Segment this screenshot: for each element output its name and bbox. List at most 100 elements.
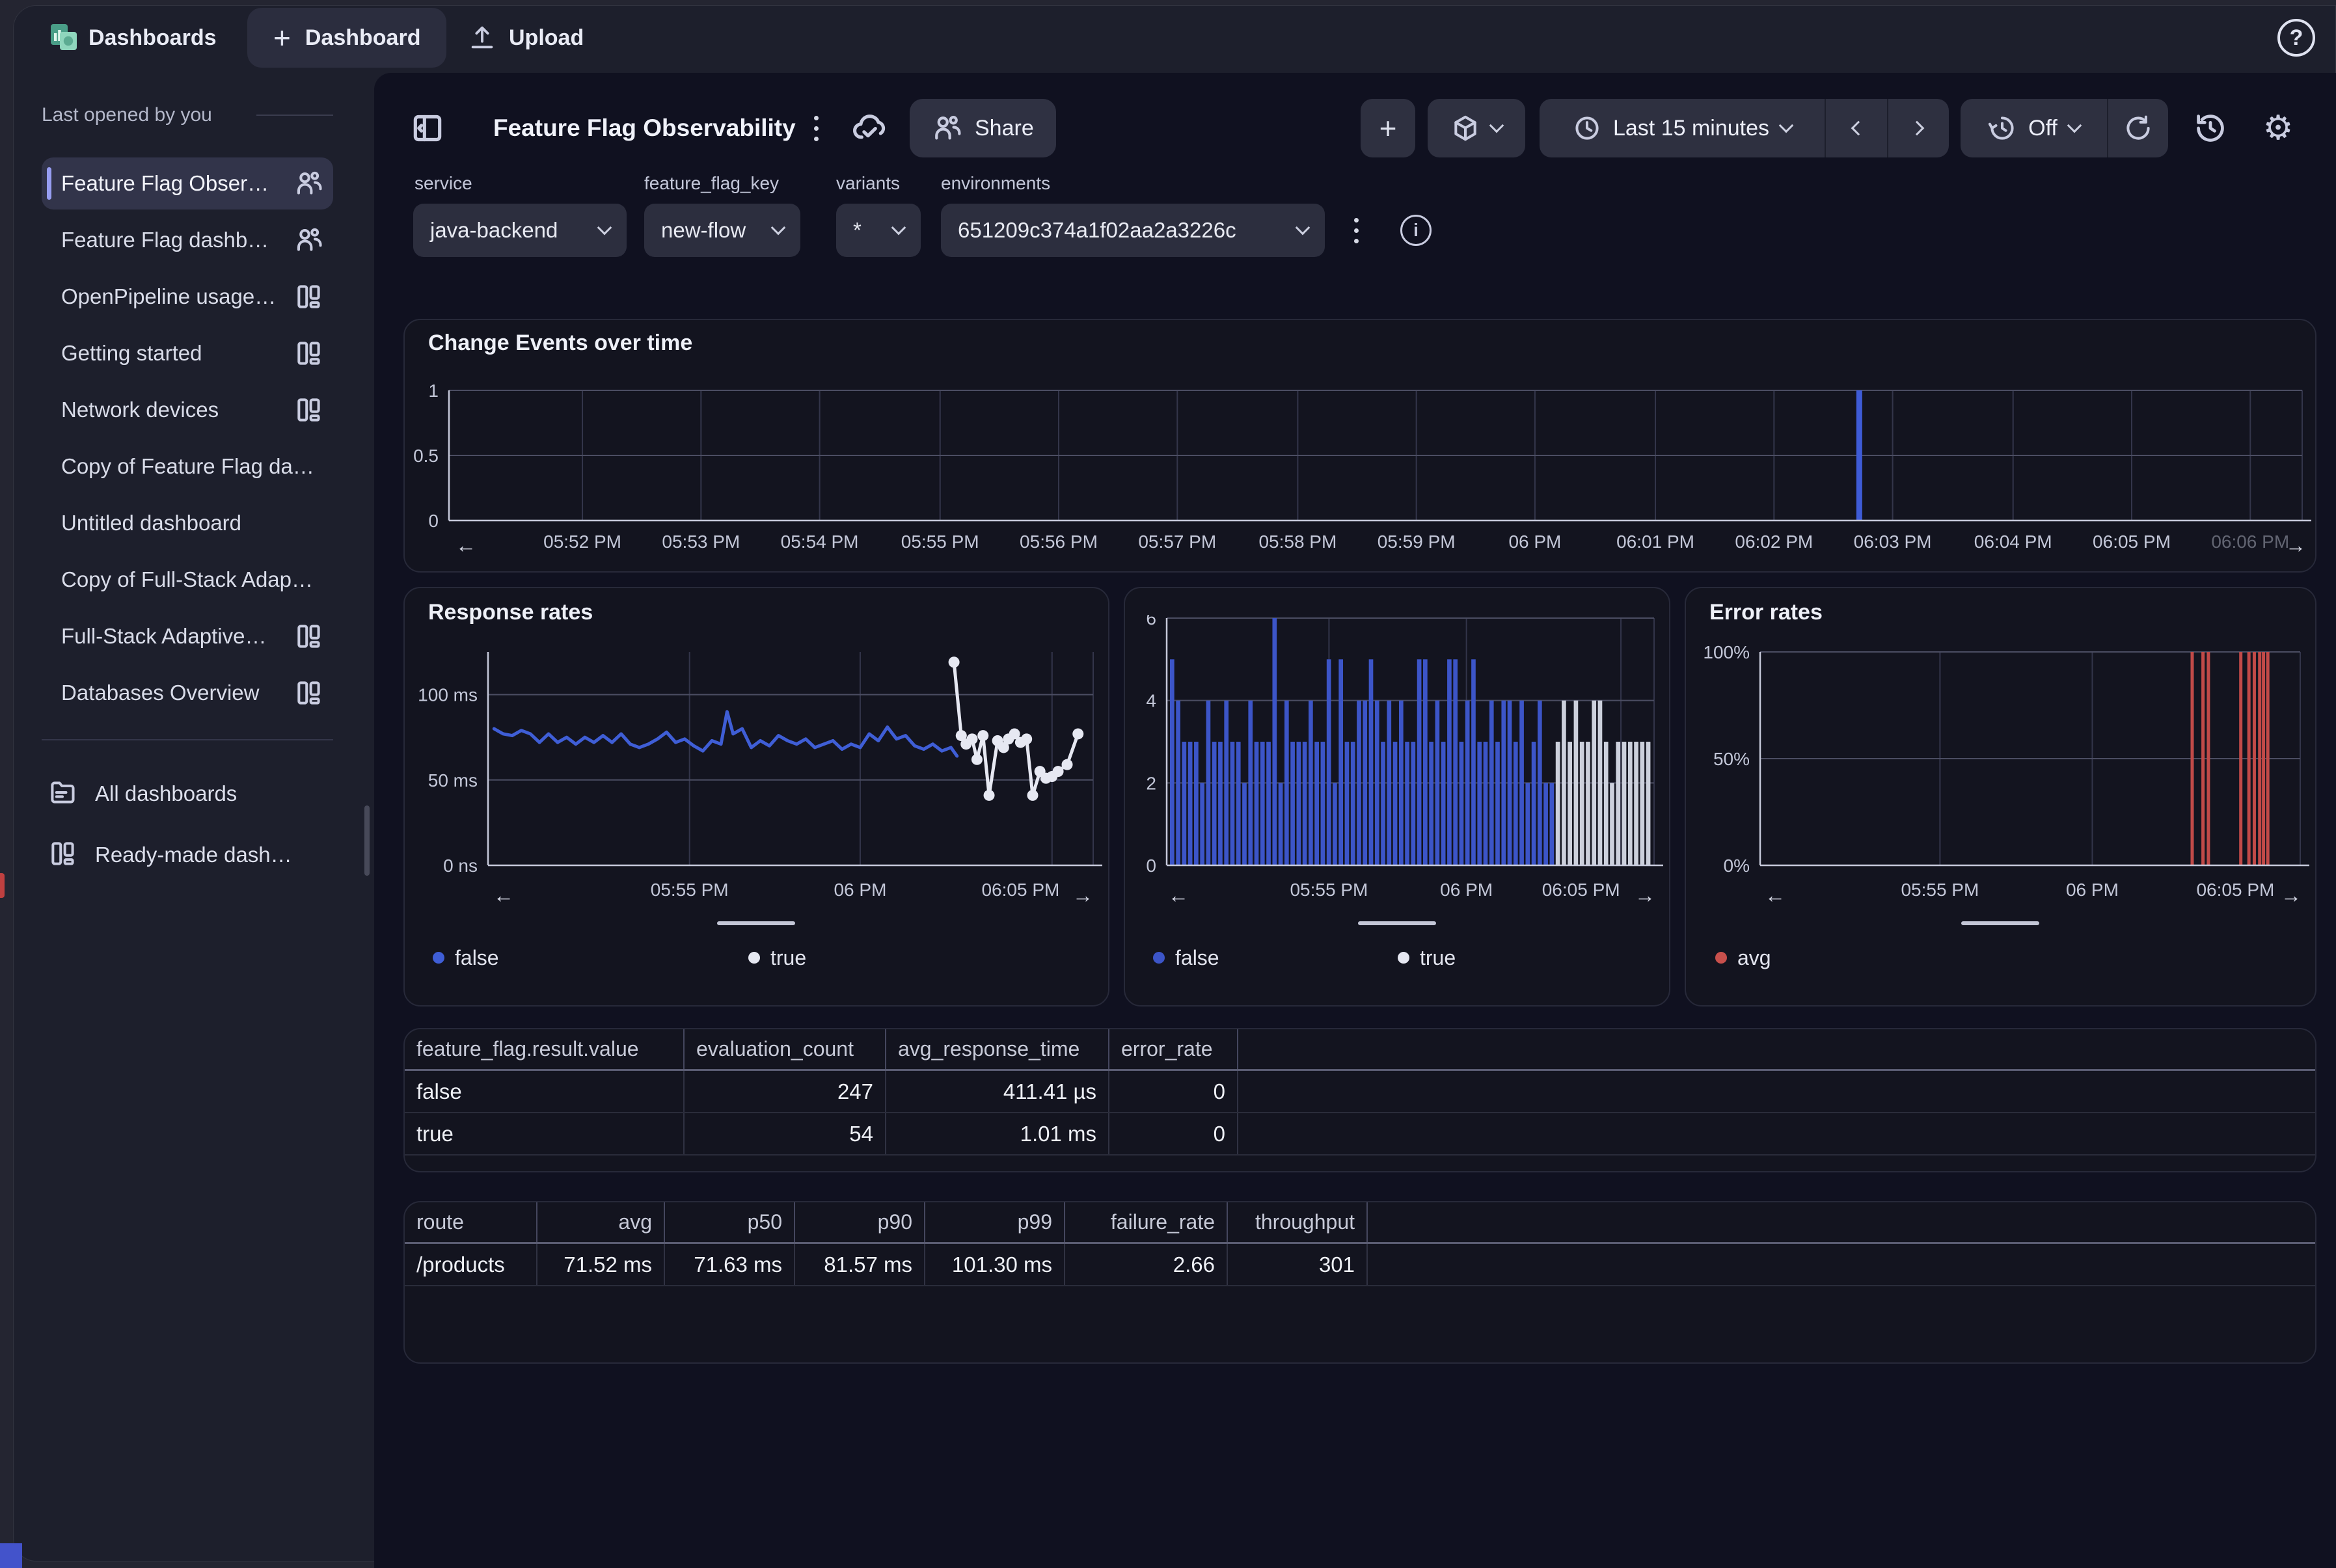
sidebar-item-all-dashboards[interactable]: All dashboards bbox=[42, 766, 333, 821]
svg-text:06:05 PM: 06:05 PM bbox=[1542, 880, 1620, 900]
sidebar-item-getting-started[interactable]: Getting started bbox=[42, 327, 333, 379]
upload-button[interactable]: Upload bbox=[455, 8, 595, 68]
sidebar-item-ready-made-dash[interactable]: Ready-made dash… bbox=[42, 828, 333, 882]
column-header-throughput: throughput bbox=[1228, 1202, 1368, 1242]
sidebar-item-copy-of-full-stack-adap[interactable]: Copy of Full-Stack Adap… bbox=[42, 554, 333, 606]
pan-right-arrow[interactable]: → bbox=[2285, 534, 2306, 557]
table-row: false 247 411.41 µs 0 bbox=[405, 1071, 2315, 1113]
sidebar-scrollbar[interactable] bbox=[364, 805, 370, 876]
sidebar-item-openpipeline-usage[interactable]: OpenPipeline usage… bbox=[42, 271, 333, 323]
pan-left-arrow[interactable]: ← bbox=[455, 534, 476, 557]
panel-change-events bbox=[403, 319, 2316, 573]
pan-scroll-indicator[interactable] bbox=[717, 921, 795, 925]
bottom-left-accent bbox=[0, 1543, 22, 1568]
svg-text:100 ms: 100 ms bbox=[418, 685, 478, 705]
dashboards-app-icon[interactable] bbox=[48, 21, 79, 53]
table-route-performance: route avg p50 p90 p99 failure_rate throughput /… bbox=[405, 1202, 2315, 1286]
pan-right-arrow[interactable]: → bbox=[1072, 884, 1093, 907]
sidebar-item-databases-overview[interactable]: Databases Overview bbox=[42, 667, 333, 719]
table-cell: 71.52 ms bbox=[537, 1244, 665, 1285]
sidebar-item-label: Network devices bbox=[61, 398, 219, 422]
refresh-button[interactable] bbox=[2108, 99, 2168, 157]
legend-item-false[interactable]: false bbox=[433, 945, 499, 971]
dashboard-grid-icon bbox=[297, 285, 320, 308]
svg-text:0.5: 0.5 bbox=[413, 446, 439, 466]
sidebar-item-network-devices[interactable]: Network devices bbox=[42, 384, 333, 436]
legend-label: false bbox=[1175, 945, 1219, 969]
settings-button[interactable]: ⚙ bbox=[2255, 105, 2301, 151]
legend-item-true[interactable]: true bbox=[1398, 945, 1456, 971]
pan-scroll-indicator[interactable] bbox=[1358, 921, 1436, 925]
dashboard-grid-icon bbox=[297, 625, 320, 648]
chevron-down-icon bbox=[1778, 118, 1794, 133]
auto-refresh-button[interactable]: Off bbox=[1961, 99, 2107, 157]
filter-dropdown-variants[interactable]: * bbox=[836, 204, 921, 257]
pan-scroll-indicator[interactable] bbox=[1961, 921, 2039, 925]
legend-label: true bbox=[770, 945, 807, 969]
legend-item-true[interactable]: true bbox=[748, 945, 806, 971]
version-history-button[interactable] bbox=[2188, 105, 2233, 151]
sidebar-item-copy-of-feature-flag-da[interactable]: Copy of Feature Flag da… bbox=[42, 440, 333, 493]
pan-right-arrow[interactable]: → bbox=[2281, 884, 2302, 907]
table-cell: 2.66 bbox=[1065, 1244, 1228, 1285]
panel-error-rates bbox=[1685, 587, 2316, 1007]
legend-item-false[interactable]: false bbox=[1153, 945, 1219, 971]
sidebar-item-label: All dashboards bbox=[95, 781, 238, 805]
svg-text:50 ms: 50 ms bbox=[428, 770, 478, 791]
sidebar-item-feature-flag-dashb[interactable]: Feature Flag dashb… bbox=[42, 214, 333, 266]
table-header-row: route avg p50 p90 p99 failure_rate throughput bbox=[405, 1202, 2315, 1244]
app-title[interactable]: Dashboards bbox=[88, 25, 217, 50]
filter-value-service: java-backend bbox=[430, 218, 558, 242]
clock-icon bbox=[1575, 116, 1599, 140]
svg-text:05:57 PM: 05:57 PM bbox=[1138, 532, 1216, 552]
table-cell: true bbox=[405, 1113, 685, 1154]
chart-change-events: 1 0.5 0 05:52 PM 05:53 PM 05:54 PM 05:55 PM 05:… bbox=[413, 381, 2311, 552]
sync-status-icon bbox=[850, 109, 889, 148]
dashboard-menu-button[interactable] bbox=[802, 107, 830, 149]
info-icon[interactable]: i bbox=[1400, 215, 1432, 246]
filter-dropdown-service[interactable]: java-backend bbox=[413, 204, 627, 257]
column-header-p99: p99 bbox=[925, 1202, 1065, 1242]
help-button[interactable]: ? bbox=[2277, 19, 2315, 57]
time-shift-back-button[interactable] bbox=[1826, 99, 1887, 157]
sidebar-item-feature-flag-obser[interactable]: Feature Flag Obser… bbox=[42, 157, 333, 210]
column-header-avg-response-time: avg_response_time bbox=[886, 1029, 1109, 1069]
refresh-icon bbox=[2126, 115, 2150, 140]
legend-label: false bbox=[455, 945, 499, 969]
svg-text:2: 2 bbox=[1146, 773, 1156, 793]
pan-right-arrow[interactable]: → bbox=[1635, 884, 1655, 907]
pan-left-arrow[interactable]: ← bbox=[1765, 884, 1786, 907]
chart-response-rates: 100 ms 50 ms 0 ns 05:55 PM 06 PM 06:05 PM bbox=[418, 652, 1102, 900]
svg-text:05:55 PM: 05:55 PM bbox=[1901, 880, 1979, 900]
svg-text:6: 6 bbox=[1146, 615, 1156, 629]
filter-menu-button[interactable] bbox=[1342, 210, 1370, 251]
dashboard-grid-icon bbox=[297, 342, 320, 365]
tab-dashboard[interactable]: + Dashboard bbox=[247, 8, 447, 68]
table-cell: 1.01 ms bbox=[886, 1113, 1109, 1154]
column-header-error-rate: error_rate bbox=[1109, 1029, 1238, 1069]
sidebar-item-label: Untitled dashboard bbox=[61, 511, 242, 535]
sidebar-item-full-stack-adaptive[interactable]: Full-Stack Adaptive… bbox=[42, 610, 333, 662]
visualization-picker-button[interactable] bbox=[1428, 99, 1525, 157]
sidebar-item-untitled-dashboard[interactable]: Untitled dashboard bbox=[42, 497, 333, 549]
time-range-group: Last 15 minutes bbox=[1540, 99, 1949, 157]
table-row: true 54 1.01 ms 0 bbox=[405, 1113, 2315, 1156]
sidebar-item-label: Copy of Feature Flag da… bbox=[61, 454, 314, 478]
column-header-route: route bbox=[405, 1202, 537, 1242]
svg-text:06:02 PM: 06:02 PM bbox=[1735, 532, 1813, 552]
share-button[interactable]: Share bbox=[910, 99, 1056, 157]
refresh-group: Off bbox=[1961, 99, 2168, 157]
add-tile-button[interactable]: + bbox=[1361, 99, 1415, 157]
sidebar-item-label: Getting started bbox=[61, 341, 202, 365]
time-shift-forward-button[interactable] bbox=[1888, 99, 1949, 157]
filter-dropdown-environments[interactable]: 651209c374a1f02aa2a3226c bbox=[941, 204, 1325, 257]
collapse-sidebar-button[interactable] bbox=[405, 105, 450, 151]
pan-left-arrow[interactable]: ← bbox=[1168, 884, 1189, 907]
legend-item-avg[interactable]: avg bbox=[1715, 945, 1771, 971]
table-cell: /products bbox=[405, 1244, 537, 1285]
time-range-button[interactable]: Last 15 minutes bbox=[1540, 99, 1825, 157]
filter-dropdown-feature-flag-key[interactable]: new-flow bbox=[644, 204, 800, 257]
pan-left-arrow[interactable]: ← bbox=[493, 884, 514, 907]
shared-people-icon bbox=[297, 228, 322, 251]
svg-text:1: 1 bbox=[428, 381, 439, 401]
